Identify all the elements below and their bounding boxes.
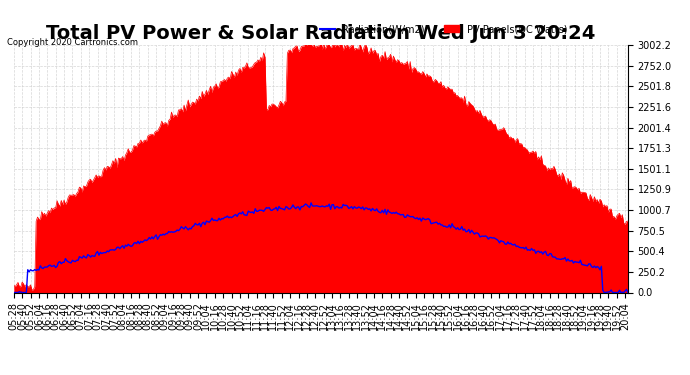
Legend: Radiation(W/m2), PV Panels(DC Watts): Radiation(W/m2), PV Panels(DC Watts): [316, 20, 571, 38]
Text: Copyright 2020 Cartronics.com: Copyright 2020 Cartronics.com: [7, 38, 138, 47]
Title: Total PV Power & Solar Radiation Wed Jun 3 20:24: Total PV Power & Solar Radiation Wed Jun…: [46, 24, 595, 44]
